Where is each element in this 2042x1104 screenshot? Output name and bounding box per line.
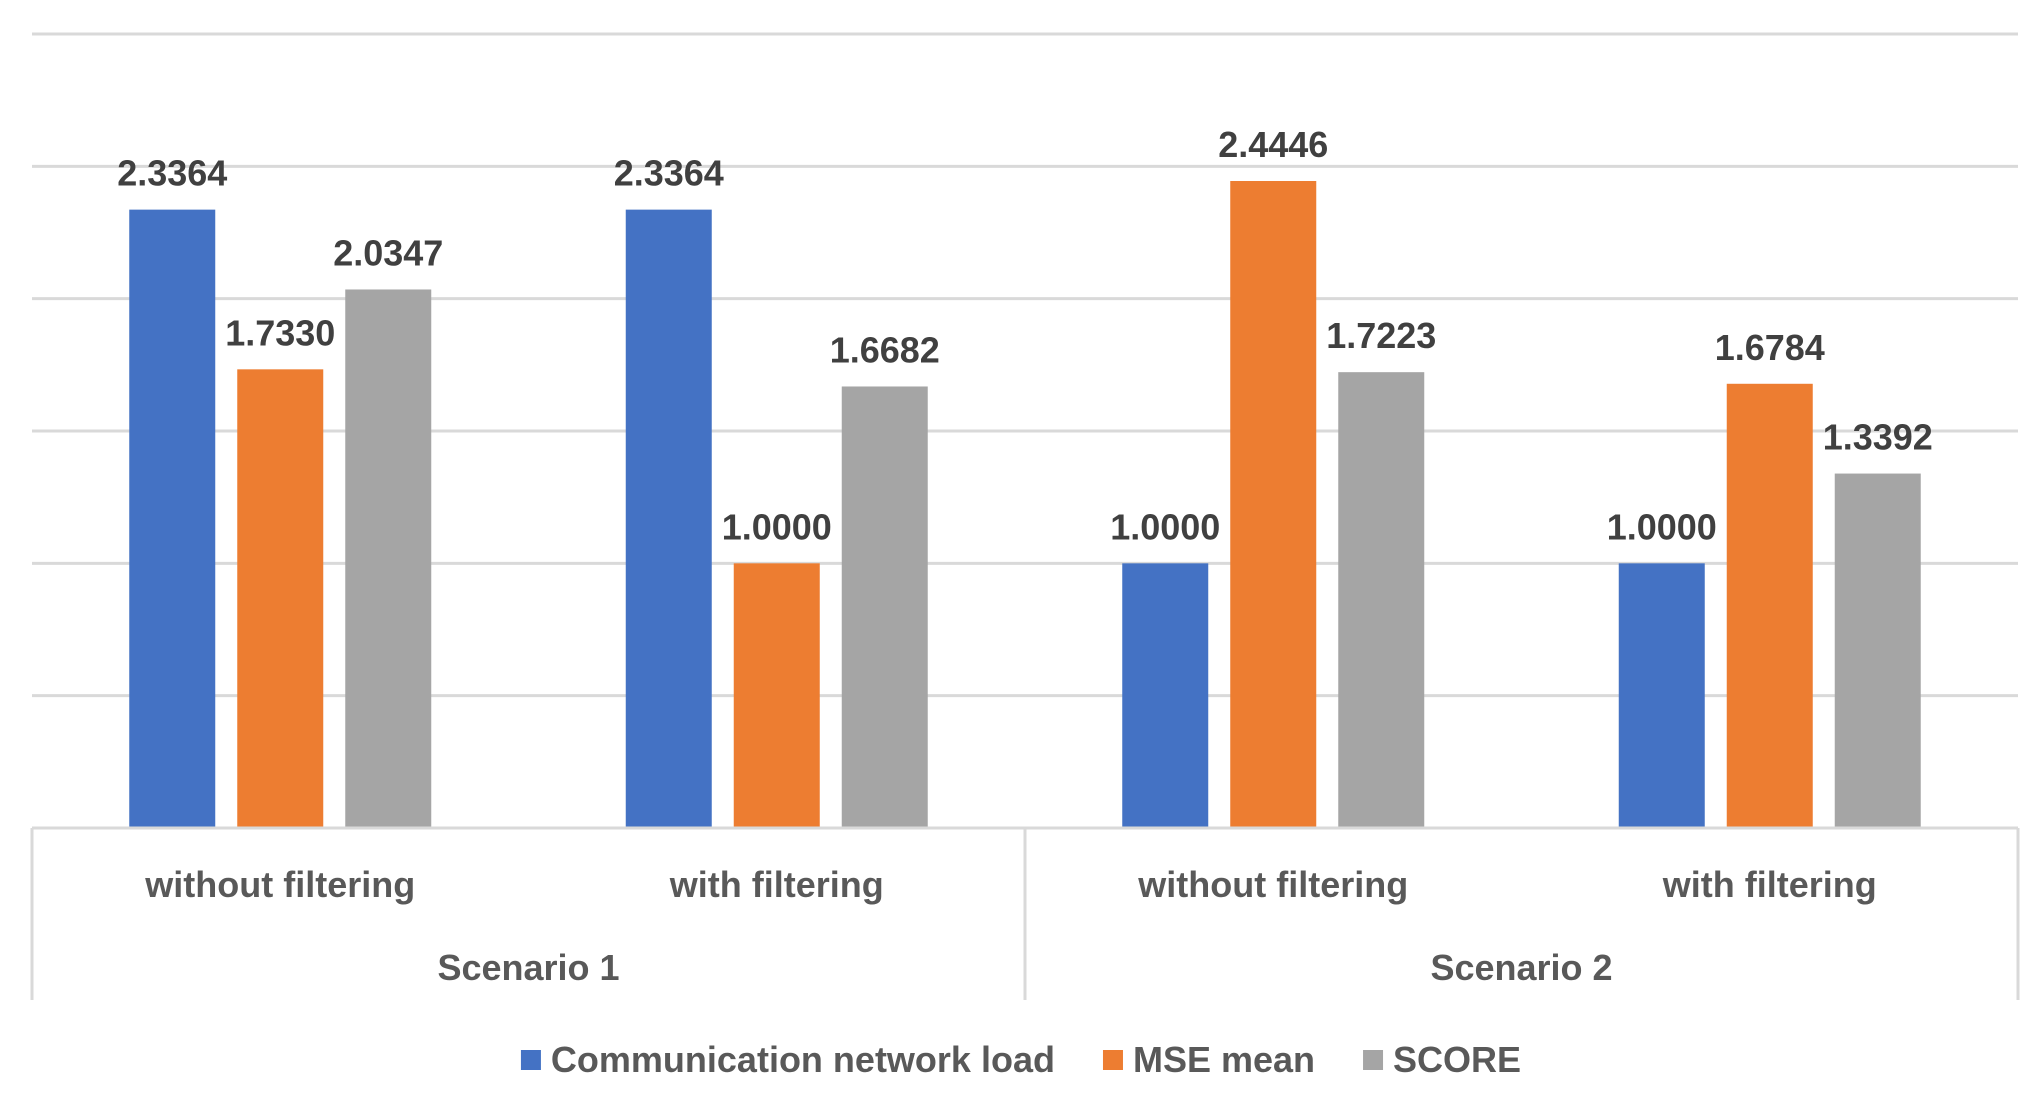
bar-score — [841, 386, 928, 828]
bar-score — [1834, 473, 1921, 828]
data-label: 2.0347 — [333, 232, 443, 273]
data-label: 1.0000 — [722, 506, 832, 547]
bars — [129, 180, 1921, 829]
data-label: 1.0000 — [1110, 506, 1220, 547]
group-label: Scenario 1 — [437, 947, 619, 988]
data-label: 1.6784 — [1715, 327, 1825, 368]
bar-mse-mean — [1726, 383, 1813, 828]
data-label: 2.3364 — [117, 153, 227, 194]
legend-swatch — [520, 1050, 541, 1070]
group-label: Scenario 2 — [1430, 947, 1612, 988]
category-label: with filtering — [1662, 864, 1877, 905]
bar-mse-mean — [1230, 180, 1317, 829]
legend-label: MSE mean — [1133, 1039, 1315, 1080]
bar-communication-network-load — [1122, 563, 1209, 828]
bar-score — [345, 289, 432, 828]
bar-communication-network-load — [129, 209, 216, 828]
data-label: 1.3392 — [1823, 417, 1933, 458]
data-label: 2.4446 — [1218, 124, 1328, 165]
category-label: with filtering — [669, 864, 884, 905]
bar-communication-network-load — [1618, 563, 1705, 828]
legend-label: Communication network load — [551, 1039, 1055, 1080]
category-label: without filtering — [144, 864, 415, 905]
category-axis: without filtering with filtering without f… — [30, 826, 2020, 1000]
data-label: 1.0000 — [1607, 506, 1717, 547]
bar-mse-mean — [733, 563, 820, 828]
data-label: 1.7330 — [225, 312, 335, 353]
bar-communication-network-load — [625, 209, 712, 828]
data-label: 1.7223 — [1326, 315, 1436, 356]
bar-mse-mean — [237, 369, 324, 828]
data-labels: 2.3364 2.3364 1.0000 1.0000 1.7330 1.0000 2.44… — [117, 124, 1933, 547]
data-label: 2.3364 — [614, 153, 724, 194]
category-label: without filtering — [1137, 864, 1408, 905]
legend-label: SCORE — [1393, 1039, 1521, 1080]
bar-score — [1338, 372, 1425, 828]
legend-swatch — [1102, 1050, 1123, 1070]
legend: Communication network load MSE mean SCORE — [520, 1039, 1521, 1080]
legend-swatch — [1363, 1050, 1384, 1070]
data-label: 1.6682 — [830, 329, 940, 370]
